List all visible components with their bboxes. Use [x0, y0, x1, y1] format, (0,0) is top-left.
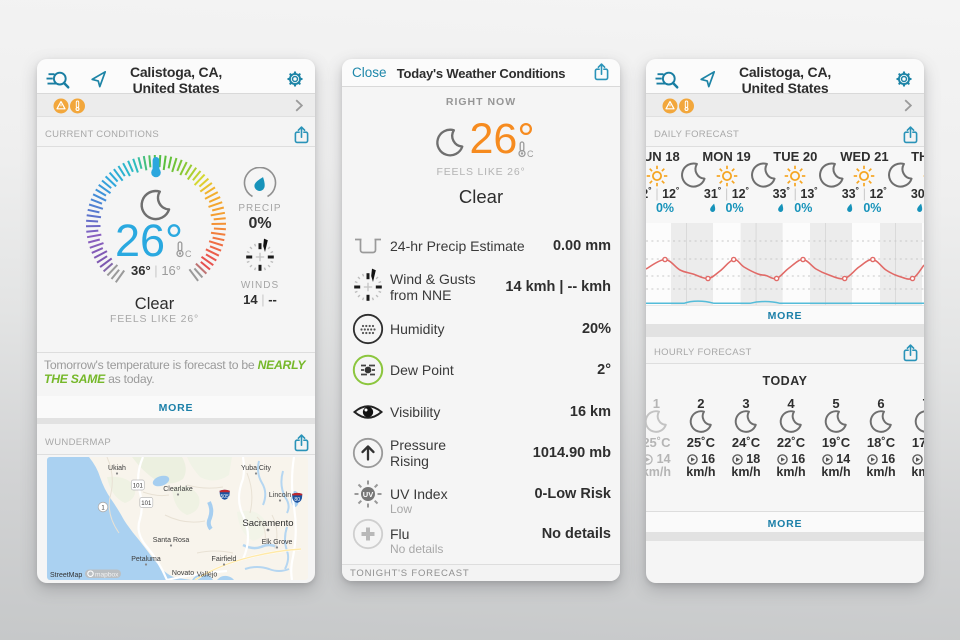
svg-text:Lincoln: Lincoln — [269, 492, 291, 499]
svg-text:Fairfield: Fairfield — [212, 556, 237, 563]
svg-text:Petaluma: Petaluma — [131, 556, 161, 563]
svg-text:mapbox: mapbox — [95, 571, 119, 578]
svg-text:Ukiah: Ukiah — [108, 465, 126, 472]
svg-text:Clearlake: Clearlake — [163, 486, 193, 493]
svg-text:80: 80 — [294, 497, 300, 503]
svg-text:101: 101 — [141, 501, 152, 507]
svg-text:Elk Grove: Elk Grove — [262, 539, 293, 546]
svg-text:C: C — [185, 249, 192, 259]
svg-text:1: 1 — [101, 506, 105, 512]
svg-text:Sacramento: Sacramento — [242, 518, 293, 529]
svg-text:UV: UV — [363, 490, 373, 499]
svg-text:C: C — [527, 149, 534, 159]
svg-text:Yuba City: Yuba City — [241, 465, 271, 472]
svg-text:Santa Rosa: Santa Rosa — [153, 537, 190, 544]
svg-text:Novato: Novato — [172, 570, 194, 577]
svg-text:StreetMap: StreetMap — [50, 572, 82, 579]
svg-text:505: 505 — [221, 494, 230, 500]
svg-text:Vallejo: Vallejo — [197, 572, 218, 579]
svg-text:101: 101 — [133, 484, 144, 490]
